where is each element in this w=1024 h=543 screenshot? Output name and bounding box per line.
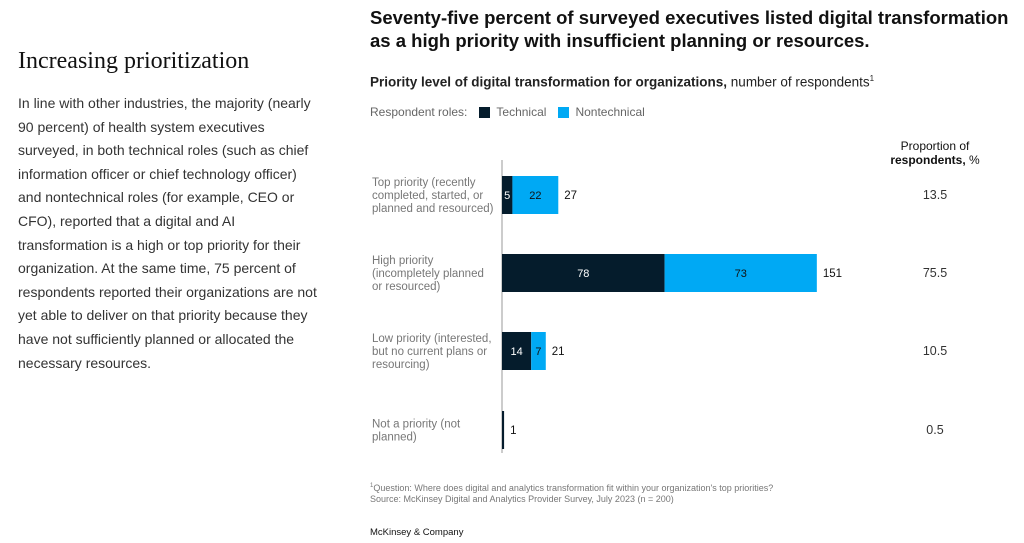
bar-segment-technical [502,411,505,449]
chart-footnote: 1Question: Where does digital and analyt… [370,481,773,505]
bar-total-label: 27 [564,190,577,202]
footnote-question: 1Question: Where does digital and analyt… [370,481,773,494]
segment-value-label: 73 [735,268,747,280]
bar-segment-technical [502,254,665,292]
proportion-header-bold: respondents, [890,153,966,167]
category-label: High priority (incompletely planned or res… [372,255,484,293]
stacked-bar-chart: Top priority (recently completed, started… [372,160,947,453]
category-label-line: Top priority (recently [372,177,476,189]
segment-value-label: 22 [529,190,541,202]
category-label-line: planned) [372,432,417,444]
legend-technical-label: Technical [496,105,547,119]
footnote-question-text: Question: Where does digital and analyti… [373,483,774,493]
category-label-line: but no current plans or [372,346,487,358]
legend-nontechnical-swatch [558,106,570,118]
footnote-mark: 1 [370,483,374,489]
chart-subtitle-footnote-mark: 1 [869,74,875,83]
category-label-line: High priority [372,255,434,267]
chart-legend: Respondent roles: Technical Nontechnical [370,105,645,119]
chart-subtitle: Priority level of digital transformation… [370,74,874,90]
proportion-header-unit: % [965,153,980,167]
category-label-line: Not a priority (not [372,419,461,431]
segment-value-label: 78 [577,268,589,280]
segment-value-label: 5 [504,190,510,202]
bar-total-label: 151 [823,268,842,280]
chart-subtitle-bold: Priority level of digital transformation… [370,74,728,90]
category-label: Not a priority (not planned) [372,419,461,444]
proportion-value: 0.5 [926,423,943,437]
bar-total-label: 21 [552,346,565,358]
category-label-line: resourcing) [372,359,430,371]
legend-technical-swatch [479,106,491,118]
bar-segment-technical [502,176,513,214]
category-label-line: or resourced) [372,281,441,293]
proportion-value: 75.5 [923,266,947,280]
proportion-header: Proportion of respondents, % [880,139,990,167]
category-label: Low priority (interested, but no current … [372,333,492,371]
category-label-line: (incompletely planned [372,268,484,280]
chart-subtitle-rest: number of respondents [727,74,870,90]
proportion-value: 10.5 [923,344,947,358]
bar-segment-technical [502,332,532,370]
legend-nontechnical-label: Nontechnical [575,105,645,119]
segment-value-label: 14 [510,346,522,358]
segment-value-label: 7 [535,346,541,358]
bar-segment-nontechnical [664,254,817,292]
category-label-line: completed, started, or [372,190,483,202]
sidebar-body: In line with other industries, the major… [18,95,317,371]
bar-segment-nontechnical [512,176,559,214]
category-label-line: planned and resourced) [372,203,494,215]
proportion-header-line1: Proportion of [900,139,970,153]
proportion-value: 13.5 [923,188,947,202]
legend-title: Respondent roles: [370,105,468,119]
bar-segment-nontechnical [531,332,546,370]
chart-headline: Seventy-five percent of surveyed executi… [370,7,1009,51]
brand-logo-text: McKinsey & Company [370,527,464,538]
footnote-source: Source: McKinsey Digital and Analytics P… [370,494,674,504]
sidebar-heading: Increasing prioritization [18,48,250,74]
category-label-line: Low priority (interested, [372,333,492,345]
bar-total-label: 1 [510,425,516,437]
proportion-header-line2: respondents, % [880,153,990,167]
category-label: Top priority (recently completed, started… [372,177,494,215]
